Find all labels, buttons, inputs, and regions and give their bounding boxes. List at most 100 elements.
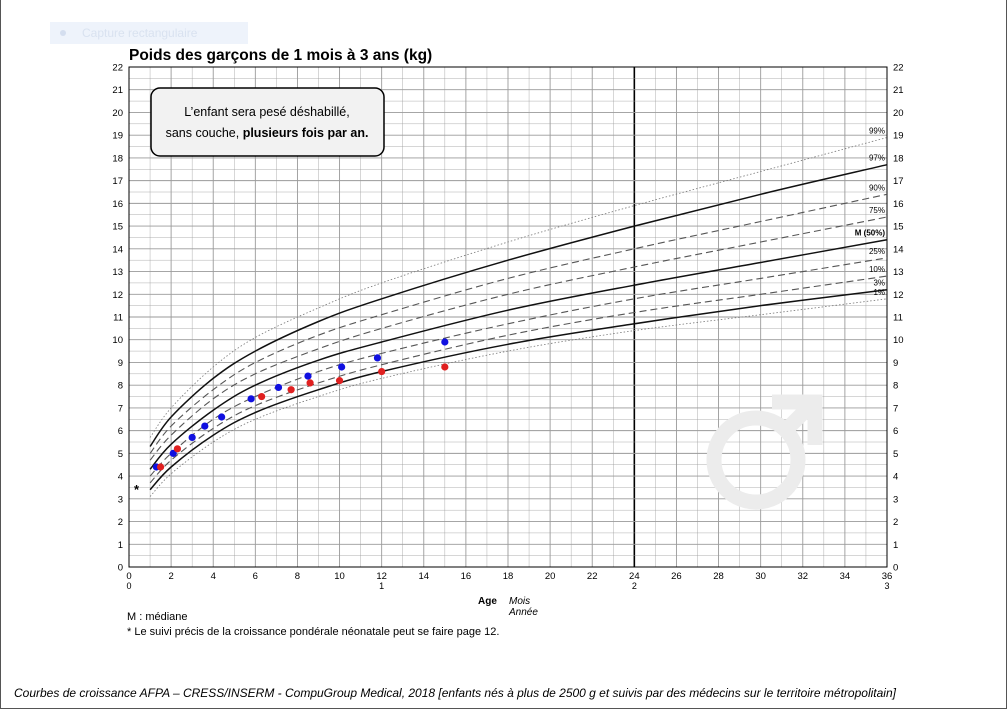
callout-line-2: sans couche, plusieurs fois par an. xyxy=(166,126,369,140)
x-axis-label: Age xyxy=(478,596,497,607)
curve-label-5: 75% xyxy=(869,206,885,215)
y-tick-left-14: 14 xyxy=(112,244,123,255)
x-tick-0: 0 xyxy=(126,571,131,582)
point-s0-2 xyxy=(188,433,196,442)
capture-badge[interactable]: Capture rectangulaire xyxy=(50,22,248,44)
y-tick-left-7: 7 xyxy=(118,403,123,414)
curve-label-8: 99% xyxy=(869,126,885,135)
capture-dot-icon xyxy=(60,30,66,36)
curve-4 xyxy=(149,238,888,470)
point-s0-4 xyxy=(218,413,226,421)
y-tick-right-3: 3 xyxy=(893,494,898,505)
curve-label-6: 90% xyxy=(869,183,885,192)
callout-line-2-normal: sans couche, xyxy=(166,126,243,140)
y-tick-right-18: 18 xyxy=(893,153,904,164)
plot-border xyxy=(128,66,888,568)
x-tick-4: 4 xyxy=(211,571,216,582)
x-year-tick-2: 2 xyxy=(632,581,637,591)
y-tick-right-0: 0 xyxy=(893,563,898,574)
y-tick-right-1: 1 xyxy=(893,540,898,551)
legend-median: M : médiane xyxy=(127,611,188,623)
callout-line-2-bold: plusieurs fois par an. xyxy=(243,126,369,140)
y-tick-left-21: 21 xyxy=(112,85,123,96)
y-tick-left-19: 19 xyxy=(112,131,123,142)
curve-8 xyxy=(149,137,888,438)
y-tick-left-6: 6 xyxy=(118,426,123,437)
point-s1-2 xyxy=(258,392,266,401)
curve-6 xyxy=(149,193,888,454)
y-tick-left-20: 20 xyxy=(112,108,123,119)
y-tick-right-4: 4 xyxy=(893,472,898,483)
y-tick-left-12: 12 xyxy=(112,290,123,301)
y-tick-right-19: 19 xyxy=(893,131,904,142)
y-tick-right-7: 7 xyxy=(893,403,898,414)
y-tick-right-11: 11 xyxy=(893,313,903,324)
point-s1-3 xyxy=(287,386,295,394)
x-unit-months: Mois xyxy=(509,596,530,607)
y-tick-right-20: 20 xyxy=(893,108,904,119)
y-tick-left-4: 4 xyxy=(118,472,123,483)
y-tick-left-10: 10 xyxy=(112,335,123,346)
y-tick-right-17: 17 xyxy=(893,176,904,187)
point-s0-10 xyxy=(441,338,449,346)
y-tick-left-5: 5 xyxy=(118,449,123,460)
x-tick-2: 2 xyxy=(168,571,173,582)
callout-box: L’enfant sera pesé déshabillé, sans couc… xyxy=(150,87,385,157)
x-tick-22: 22 xyxy=(587,571,598,582)
y-tick-left-16: 16 xyxy=(112,199,123,210)
chart-grid xyxy=(128,66,888,568)
callout-line-1: L’enfant sera pesé déshabillé, xyxy=(184,105,349,119)
curve-1 xyxy=(149,288,888,491)
curve-label-0: 1% xyxy=(873,288,885,297)
x-tick-26: 26 xyxy=(671,571,682,582)
x-tick-16: 16 xyxy=(461,571,472,582)
point-s0-6 xyxy=(274,383,283,392)
curve-3 xyxy=(149,257,888,477)
y-tick-left-8: 8 xyxy=(118,381,123,392)
footnote: * Le suivi précis de la croissance pondé… xyxy=(127,626,500,638)
curve-label-7: 97% xyxy=(869,154,885,163)
y-tick-right-15: 15 xyxy=(893,222,904,233)
y-tick-left-3: 3 xyxy=(118,494,123,505)
y-tick-right-12: 12 xyxy=(893,290,904,301)
point-s0-7 xyxy=(304,372,312,380)
x-tick-8: 8 xyxy=(295,571,300,582)
x-tick-10: 10 xyxy=(334,571,345,582)
y-tick-left-9: 9 xyxy=(118,358,123,369)
curve-label-2: 10% xyxy=(869,265,885,274)
point-s0-5 xyxy=(247,395,255,403)
y-tick-right-16: 16 xyxy=(893,199,904,210)
source-footer: Courbes de croissance AFPA – CRESS/INSER… xyxy=(14,686,896,700)
y-tick-left-15: 15 xyxy=(112,222,123,233)
point-s1-1 xyxy=(173,445,182,453)
male-symbol-icon xyxy=(706,394,823,510)
x-tick-34: 34 xyxy=(840,571,851,582)
y-tick-right-8: 8 xyxy=(893,381,898,392)
y-tick-left-1: 1 xyxy=(118,540,123,551)
x-tick-20: 20 xyxy=(545,571,556,582)
x-tick-12: 12 xyxy=(376,571,387,582)
x-tick-14: 14 xyxy=(418,571,429,582)
percentile-curves xyxy=(149,137,888,497)
x-tick-18: 18 xyxy=(503,571,514,582)
point-s1-4 xyxy=(306,379,314,387)
curve-label-3: 25% xyxy=(869,247,885,256)
y-tick-right-22: 22 xyxy=(893,63,904,74)
y-tick-right-9: 9 xyxy=(893,358,898,369)
y-tick-left-13: 13 xyxy=(112,267,123,278)
point-s0-1 xyxy=(169,449,177,457)
y-tick-left-22: 22 xyxy=(112,63,123,74)
y-tick-right-2: 2 xyxy=(893,517,898,528)
y-tick-left-18: 18 xyxy=(112,153,123,164)
x-unit-years: Année xyxy=(508,607,538,618)
curve-5 xyxy=(149,216,888,461)
asterisk-marker: * xyxy=(134,482,140,497)
y-tick-left-11: 11 xyxy=(113,313,123,324)
x-year-tick-3: 3 xyxy=(884,581,889,591)
x-tick-32: 32 xyxy=(797,571,808,582)
x-tick-28: 28 xyxy=(713,571,724,582)
y-tick-right-13: 13 xyxy=(893,267,904,278)
y-tick-left-2: 2 xyxy=(118,517,123,528)
capture-badge-label: Capture rectangulaire xyxy=(82,26,198,40)
